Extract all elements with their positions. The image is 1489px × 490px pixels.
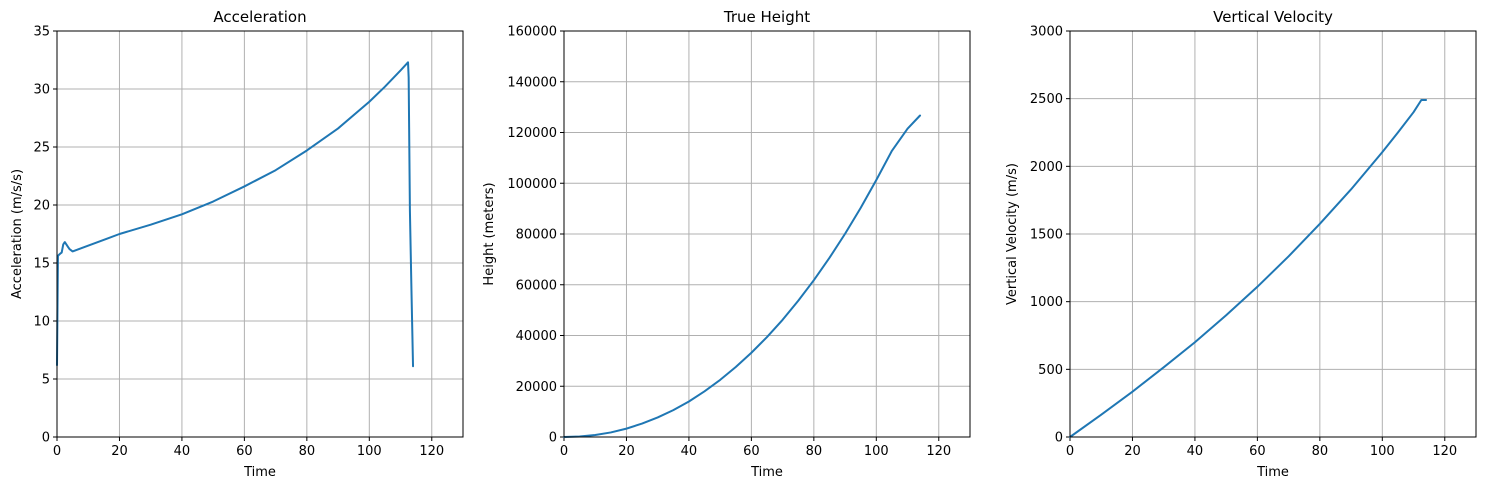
y-tick-label: 15 xyxy=(33,257,50,272)
plot-frame xyxy=(563,30,971,438)
x-tick-label: 100 xyxy=(864,444,889,459)
y-tick-label: 100000 xyxy=(507,177,557,192)
grid xyxy=(563,30,970,438)
y-tick-label: 140000 xyxy=(507,75,557,90)
x-tick-label: 60 xyxy=(743,444,760,459)
y-axis-label: Height (meters) xyxy=(482,182,497,285)
grid xyxy=(56,30,463,438)
x-tick-label: 100 xyxy=(357,444,382,459)
y-tick-label: 5 xyxy=(42,373,50,388)
x-tick-label: 60 xyxy=(236,444,253,459)
x-tick-label: 120 xyxy=(1432,444,1457,459)
ticks: 0 20 40 60 80 100 120 0 20000 40000 60000 80000 1000… xyxy=(507,25,951,460)
y-axis-label: Acceleration (m/s/s) xyxy=(10,169,25,299)
y-tick-label: 1000 xyxy=(1030,295,1063,310)
y-tick-label: 2000 xyxy=(1030,160,1063,175)
plot-frame xyxy=(56,30,464,438)
x-tick-label: 40 xyxy=(174,444,191,459)
y-tick-label: 0 xyxy=(42,431,50,446)
y-tick-label: 3000 xyxy=(1030,25,1063,40)
x-axis-label: Time xyxy=(1256,465,1289,480)
x-tick-label: 80 xyxy=(806,444,823,459)
x-tick-label: 80 xyxy=(1312,444,1329,459)
series-line xyxy=(1069,99,1428,438)
x-tick-label: 120 xyxy=(419,444,444,459)
plot-frame xyxy=(1069,30,1477,438)
y-tick-label: 20 xyxy=(33,199,50,214)
chart-vertical-velocity: 0 20 40 60 80 100 120 0 500 1000 1500 2000 2500 3000 V… xyxy=(1005,8,1477,480)
y-axis-label: Vertical Velocity (m/s) xyxy=(1005,163,1020,305)
x-axis-label: Time xyxy=(750,465,783,480)
x-axis-label: Time xyxy=(243,465,276,480)
chart-title: Vertical Velocity xyxy=(1213,8,1333,26)
x-tick-label: 60 xyxy=(1249,444,1266,459)
y-tick-label: 1500 xyxy=(1030,228,1063,243)
ticks: 0 20 40 60 80 100 120 0 500 1000 1500 2000 2500 3000 xyxy=(1030,25,1457,460)
ticks: 0 20 40 60 80 100 120 0 5 10 15 20 25 30 35 xyxy=(33,25,444,460)
x-tick-label: 20 xyxy=(618,444,635,459)
chart-title: Acceleration xyxy=(213,8,306,26)
grid xyxy=(1069,30,1476,438)
series-line xyxy=(563,114,922,438)
y-tick-label: 160000 xyxy=(507,25,557,40)
x-tick-label: 20 xyxy=(111,444,128,459)
x-tick-label: 80 xyxy=(299,444,316,459)
y-tick-label: 10 xyxy=(33,315,50,330)
x-tick-label: 40 xyxy=(1187,444,1204,459)
chart-title: True Height xyxy=(723,8,810,26)
x-tick-label: 40 xyxy=(681,444,698,459)
y-tick-label: 20000 xyxy=(516,380,557,395)
x-tick-label: 0 xyxy=(1066,444,1074,459)
x-tick-label: 100 xyxy=(1370,444,1395,459)
y-tick-label: 80000 xyxy=(516,228,557,243)
y-tick-label: 30 xyxy=(33,83,50,98)
y-tick-label: 35 xyxy=(33,25,50,40)
y-tick-label: 40000 xyxy=(516,329,557,344)
x-tick-label: 120 xyxy=(926,444,951,459)
chart-true-height: 0 20 40 60 80 100 120 0 20000 40000 60000 80000 1000… xyxy=(482,8,971,480)
y-tick-label: 60000 xyxy=(516,278,557,293)
y-tick-label: 500 xyxy=(1038,363,1063,378)
x-tick-label: 20 xyxy=(1124,444,1141,459)
y-tick-label: 120000 xyxy=(507,126,557,141)
y-tick-label: 0 xyxy=(549,431,557,446)
chart-acceleration: 0 20 40 60 80 100 120 0 5 10 15 20 25 30 35 Acceleratio… xyxy=(10,8,464,480)
series-line xyxy=(56,61,415,368)
y-tick-label: 0 xyxy=(1055,431,1063,446)
x-tick-label: 0 xyxy=(560,444,568,459)
y-tick-label: 2500 xyxy=(1030,92,1063,107)
x-tick-label: 0 xyxy=(53,444,61,459)
y-tick-label: 25 xyxy=(33,141,50,156)
